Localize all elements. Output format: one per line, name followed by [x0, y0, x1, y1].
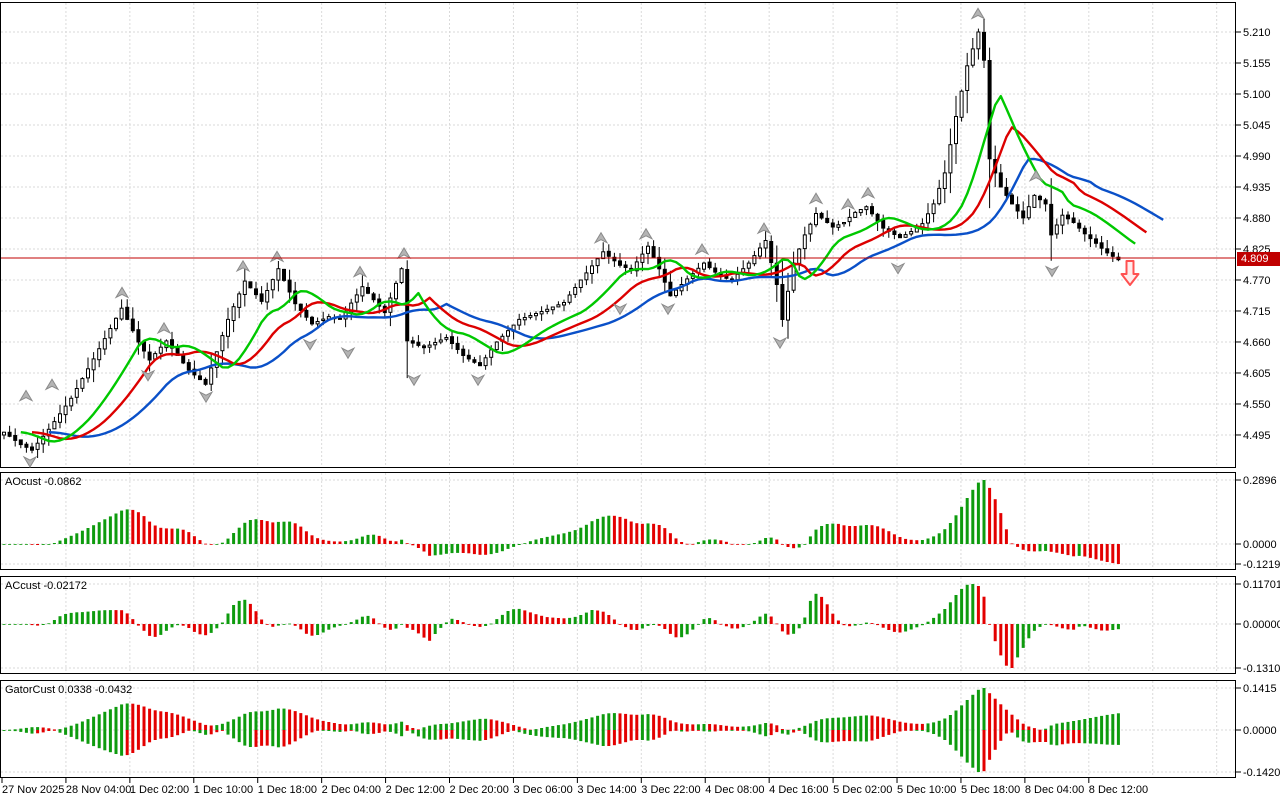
time-tick-label: 2 Dec 20:00: [450, 784, 509, 796]
fractal-down-icon: [22, 455, 38, 468]
gator-histogram-top: [2, 688, 1120, 731]
fractal-down-icon: [772, 336, 788, 350]
fractal-down-icon: [140, 369, 156, 382]
time-tick-label: 5 Dec 02:00: [833, 784, 892, 796]
indicator-tick-label: -0.1219: [1243, 559, 1280, 571]
time-tick-label: 4 Dec 16:00: [769, 784, 828, 796]
price-tick-label: 4.495: [1243, 430, 1271, 442]
fractal-up-icon: [593, 231, 609, 244]
grid: [1, 3, 1235, 777]
alligator-jaw-line: [48, 157, 1164, 438]
time-tick-label: 2 Dec 12:00: [386, 784, 445, 796]
price-tick-label: 4.715: [1243, 306, 1271, 318]
indicator-tick-label: 0.1415: [1243, 683, 1277, 695]
indicator-label-aocust: AOcust -0.0862: [5, 476, 82, 488]
price-tick-label: 4.880: [1243, 213, 1271, 225]
ao-indicator-panel[interactable]: [0, 472, 1236, 570]
indicator-label-gatorcust: GatorCust 0.0338 -0.0432: [5, 684, 133, 696]
time-tick-label: 27 Nov 2025: [2, 784, 64, 796]
time-axis[interactable]: 27 Nov 2025 28 Nov 04:001 Dec 02:00 1 Dec …: [1, 778, 1148, 796]
indicator-tick-label: -0.13104: [1243, 663, 1280, 675]
fractal-up-icon: [1028, 169, 1044, 182]
current-price-badge: 4.809: [1237, 252, 1280, 266]
time-tick-label: 1 Dec 10:00: [194, 784, 253, 796]
fractal-down-icon: [660, 303, 676, 316]
price-tick-label: 5.045: [1243, 120, 1271, 132]
main-chart-panel[interactable]: [0, 2, 1236, 468]
time-tick-label: 5 Dec 10:00: [897, 784, 956, 796]
alligator-lips-line: [20, 94, 1136, 443]
fractal-up-icon: [352, 265, 368, 278]
fractal-up-icon: [970, 7, 986, 20]
indicator-tick-label: 0.0000: [1243, 539, 1277, 551]
fractal-up-icon: [756, 222, 772, 235]
fractal-up-icon: [808, 192, 824, 205]
fractal-up-icon: [396, 246, 412, 260]
price-tick-label: 4.990: [1243, 151, 1271, 163]
ao-histogram: [2, 480, 1120, 564]
fractal-up-icon: [235, 259, 251, 273]
fractal-up-icon: [860, 186, 876, 199]
fractal-down-icon: [302, 338, 318, 351]
time-tick-label: 3 Dec 22:00: [641, 784, 700, 796]
indicator-tick-label: 0.2896: [1243, 475, 1277, 487]
time-tick-label: 1 Dec 02:00: [130, 784, 189, 796]
price-tick-label: 4.605: [1243, 368, 1271, 380]
price-tick-label: 5.210: [1243, 27, 1271, 39]
indicator-tick-label: -0.1420: [1243, 767, 1280, 779]
fractal-down-icon: [612, 303, 628, 316]
gator-indicator-panel[interactable]: [0, 680, 1236, 778]
fractal-up-icon: [156, 321, 172, 335]
fractal-down-icon: [198, 390, 214, 404]
indicator-tick-label: 0.11701: [1243, 579, 1280, 591]
fractal-down-icon: [406, 374, 422, 387]
indicator-tick-label: 0.00000: [1243, 619, 1280, 631]
time-tick-label: 5 Dec 18:00: [961, 784, 1020, 796]
ac-indicator-panel[interactable]: [0, 576, 1236, 674]
alligator-teeth-line: [31, 126, 1148, 441]
fractal-up-icon: [840, 197, 856, 211]
time-tick-label: 1 Dec 18:00: [258, 784, 317, 796]
time-tick-label: 3 Dec 06:00: [513, 784, 572, 796]
fractal-down-icon: [890, 262, 906, 275]
time-tick-label: 2 Dec 04:00: [322, 784, 381, 796]
ac-histogram: [2, 584, 1120, 668]
fractal-up-icon: [114, 286, 130, 299]
fractal-up-icon: [44, 378, 60, 391]
indicator-label-accust: ACcust -0.02172: [5, 580, 87, 592]
fractal-down-icon: [470, 374, 486, 387]
price-tick-label: 4.660: [1243, 337, 1271, 349]
time-tick-label: 8 Dec 12:00: [1089, 784, 1148, 796]
time-tick-label: 3 Dec 14:00: [577, 784, 636, 796]
price-tick-label: 5.155: [1243, 58, 1271, 70]
fractal-up-icon: [18, 389, 34, 402]
price-axis[interactable]: 5.2105.1555.1005.0454.9904.9354.8804.825…: [1236, 27, 1271, 442]
fractal-down-icon: [340, 347, 356, 360]
price-tick-label: 4.935: [1243, 182, 1271, 194]
fractal-up-icon: [269, 250, 285, 263]
time-tick-label: 4 Dec 08:00: [705, 784, 764, 796]
fractal-down-icon: [1044, 265, 1060, 278]
price-tick-label: 4.550: [1243, 399, 1271, 411]
time-tick-label: 8 Dec 04:00: [1025, 784, 1084, 796]
fractal-up-icon: [694, 243, 710, 256]
gator-axis[interactable]: 0.1415 0.0000 -0.1420: [1236, 683, 1280, 779]
time-tick-label: 28 Nov 04:00: [66, 784, 131, 796]
price-tick-label: 5.100: [1243, 89, 1271, 101]
fractal-up-icon: [638, 227, 654, 240]
price-tick-label: 4.770: [1243, 275, 1271, 287]
indicator-tick-label: 0.0000: [1243, 725, 1277, 737]
sell-signal-arrow-icon: [1120, 260, 1140, 286]
fractal-markers: [18, 7, 1060, 468]
ac-axis[interactable]: 0.11701 0.00000 -0.13104: [1236, 579, 1280, 675]
gator-histogram-bottom: [2, 730, 1120, 772]
ao-axis[interactable]: 0.2896 0.0000 -0.1219: [1236, 475, 1280, 571]
candlestick-series: [2, 18, 1121, 458]
